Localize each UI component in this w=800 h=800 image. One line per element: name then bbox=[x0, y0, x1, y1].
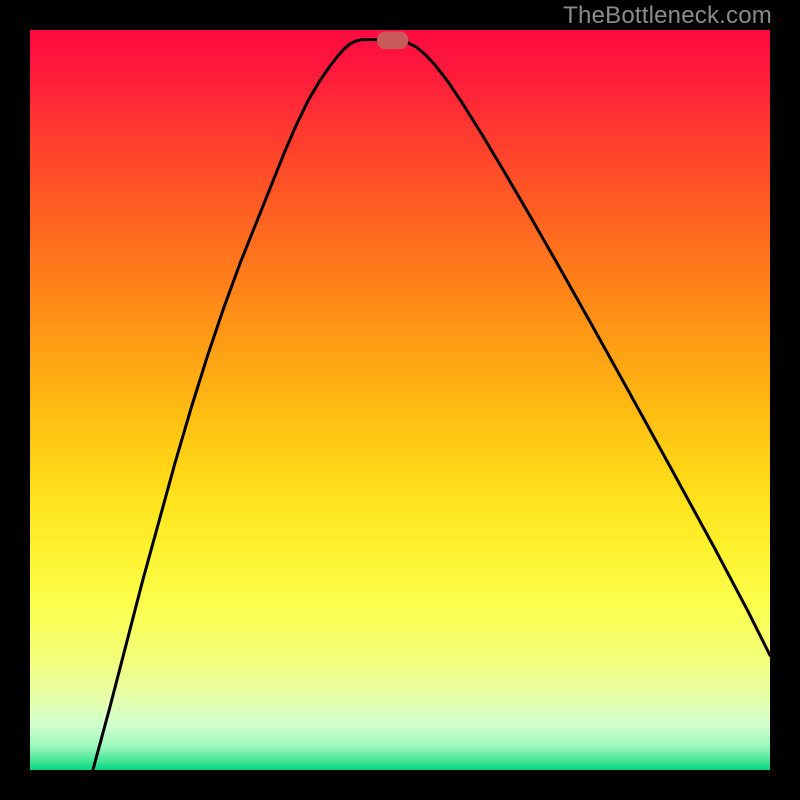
plot-svg bbox=[30, 30, 770, 770]
gradient-background bbox=[30, 30, 770, 770]
optimum-marker bbox=[377, 31, 408, 49]
plot-area bbox=[30, 30, 770, 770]
